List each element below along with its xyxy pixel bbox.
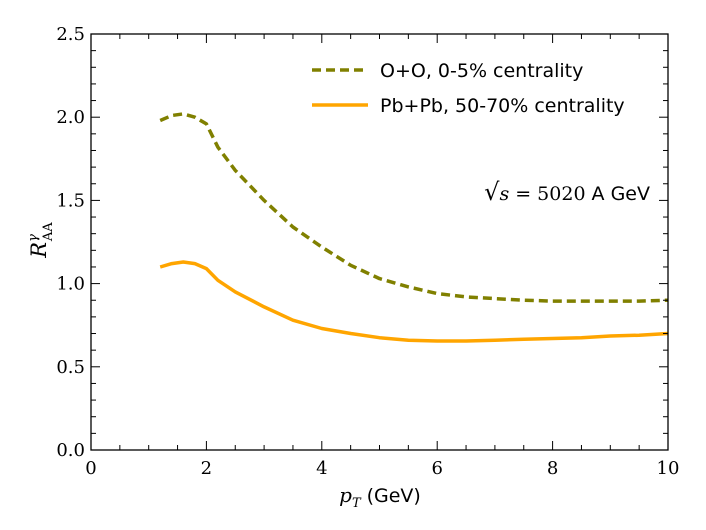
- x-tick-label: 2: [201, 458, 212, 479]
- legend: O+O, 0-5% centrality Pb+Pb, 50-70% centra…: [312, 60, 625, 117]
- y-tick-label: 0.5: [56, 357, 85, 378]
- legend-label-1: O+O, 0-5% centrality: [380, 60, 583, 82]
- series-layer: [159, 112, 669, 343]
- y-tick-label: 1.5: [56, 190, 85, 211]
- y-tick-label: 0.0: [56, 440, 85, 461]
- series-line-1: [159, 112, 669, 303]
- labels-layer: pT (GeV) RγAA √s = 5020 A GeV: [26, 178, 650, 511]
- x-tick-label: 8: [547, 458, 558, 479]
- y-tick-label: 2.0: [56, 107, 85, 128]
- legend-label-2: Pb+Pb, 50-70% centrality: [380, 95, 625, 117]
- y-axis-label: RγAA: [26, 222, 56, 259]
- x-tick-label: 4: [316, 458, 327, 479]
- x-tick-label: 6: [431, 458, 442, 479]
- x-tick-label: 0: [85, 458, 96, 479]
- axes-layer: 0 2 4 6 8 10 0.0 0.5 1.0 1.5 2.0 2.5: [56, 24, 679, 479]
- y-tick-label: 1.0: [56, 274, 85, 295]
- x-tick-label: 10: [657, 458, 680, 479]
- y-tick-label: 2.5: [56, 24, 85, 45]
- svg-text:RγAA: RγAA: [26, 222, 56, 259]
- series-line-2: [159, 260, 669, 343]
- x-axis-label: pT (GeV): [339, 483, 421, 511]
- energy-annotation: √s = 5020 A GeV: [484, 178, 650, 206]
